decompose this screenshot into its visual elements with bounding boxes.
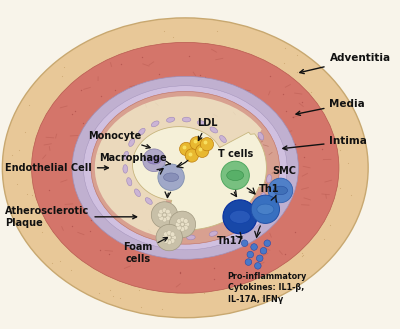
Circle shape xyxy=(180,217,185,222)
Ellipse shape xyxy=(84,86,287,250)
Ellipse shape xyxy=(258,132,264,140)
Text: LDL: LDL xyxy=(197,118,217,140)
Ellipse shape xyxy=(164,173,179,182)
Circle shape xyxy=(221,161,249,190)
Text: Foam
cells: Foam cells xyxy=(124,238,168,264)
Circle shape xyxy=(200,138,214,151)
Circle shape xyxy=(177,225,182,230)
Ellipse shape xyxy=(257,204,274,215)
Circle shape xyxy=(159,209,164,214)
Text: Th17: Th17 xyxy=(217,236,244,246)
Circle shape xyxy=(162,217,167,222)
Circle shape xyxy=(245,259,252,266)
Circle shape xyxy=(185,149,198,162)
Circle shape xyxy=(143,149,166,171)
Text: Endothelial Cell: Endothelial Cell xyxy=(5,163,108,173)
Circle shape xyxy=(158,164,184,190)
Circle shape xyxy=(156,224,182,251)
Circle shape xyxy=(163,213,166,217)
Text: Intima: Intima xyxy=(283,137,367,150)
Circle shape xyxy=(254,263,261,269)
Ellipse shape xyxy=(123,165,128,173)
Circle shape xyxy=(196,144,209,158)
Circle shape xyxy=(167,236,171,240)
Ellipse shape xyxy=(220,136,226,142)
Ellipse shape xyxy=(230,222,237,228)
Ellipse shape xyxy=(32,42,339,293)
Circle shape xyxy=(170,239,175,243)
Text: Adventitia: Adventitia xyxy=(300,53,391,74)
Circle shape xyxy=(172,235,176,240)
Ellipse shape xyxy=(182,117,191,122)
Circle shape xyxy=(223,200,257,234)
Ellipse shape xyxy=(267,174,272,183)
Circle shape xyxy=(180,222,184,226)
Ellipse shape xyxy=(91,91,280,244)
Circle shape xyxy=(164,239,168,243)
Text: Macrophage: Macrophage xyxy=(100,153,170,165)
Ellipse shape xyxy=(151,121,159,127)
Circle shape xyxy=(162,235,167,240)
Polygon shape xyxy=(95,96,262,237)
Ellipse shape xyxy=(148,157,161,164)
Text: Monocyte: Monocyte xyxy=(88,131,150,148)
Ellipse shape xyxy=(138,128,145,135)
Ellipse shape xyxy=(166,117,175,122)
Circle shape xyxy=(162,208,167,213)
Circle shape xyxy=(164,232,168,237)
Text: Atherosclerotic
Plaque: Atherosclerotic Plaque xyxy=(5,206,136,228)
Ellipse shape xyxy=(260,193,265,201)
Text: Th1: Th1 xyxy=(259,184,280,194)
Ellipse shape xyxy=(158,203,166,209)
Ellipse shape xyxy=(129,139,134,146)
Circle shape xyxy=(241,240,248,246)
Text: SMC: SMC xyxy=(272,166,296,176)
Circle shape xyxy=(251,195,280,223)
Circle shape xyxy=(180,227,185,231)
Circle shape xyxy=(167,231,172,235)
Ellipse shape xyxy=(145,198,152,204)
Circle shape xyxy=(190,137,203,150)
Ellipse shape xyxy=(273,186,288,195)
Circle shape xyxy=(256,255,263,262)
Ellipse shape xyxy=(247,209,254,216)
Text: T cells: T cells xyxy=(218,149,253,159)
Text: Pro-inflammatory
Cytokines: IL1-β,
IL-17A, IFNγ: Pro-inflammatory Cytokines: IL1-β, IL-17… xyxy=(228,271,307,304)
Circle shape xyxy=(177,219,182,223)
Circle shape xyxy=(166,216,170,221)
Circle shape xyxy=(268,178,293,203)
Polygon shape xyxy=(132,127,266,230)
Ellipse shape xyxy=(230,210,250,223)
Circle shape xyxy=(167,240,172,245)
Ellipse shape xyxy=(72,76,298,259)
Circle shape xyxy=(180,142,193,156)
Circle shape xyxy=(159,216,164,221)
Circle shape xyxy=(170,232,175,237)
Ellipse shape xyxy=(187,235,195,240)
Circle shape xyxy=(251,244,257,250)
Circle shape xyxy=(151,202,178,228)
Ellipse shape xyxy=(124,151,128,160)
Ellipse shape xyxy=(134,189,140,196)
Circle shape xyxy=(183,219,188,223)
Circle shape xyxy=(247,251,254,258)
Circle shape xyxy=(175,222,180,227)
Ellipse shape xyxy=(210,127,218,133)
Ellipse shape xyxy=(164,234,172,239)
Text: Media: Media xyxy=(296,99,365,115)
Circle shape xyxy=(166,209,170,214)
Ellipse shape xyxy=(127,178,132,186)
Ellipse shape xyxy=(197,121,206,126)
Ellipse shape xyxy=(209,231,217,236)
Ellipse shape xyxy=(227,170,244,181)
Circle shape xyxy=(264,240,270,246)
Ellipse shape xyxy=(2,18,368,318)
Circle shape xyxy=(167,213,172,217)
Circle shape xyxy=(260,247,267,254)
Circle shape xyxy=(169,211,196,238)
Circle shape xyxy=(158,213,162,217)
Circle shape xyxy=(185,222,190,227)
Circle shape xyxy=(183,225,188,230)
